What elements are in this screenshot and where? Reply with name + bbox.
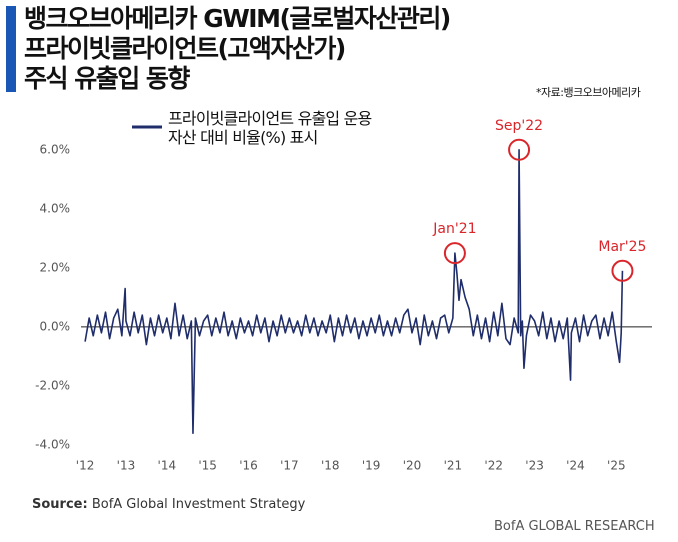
title-line: 프라이빗클라이언트(고액자산가) xyxy=(24,34,346,63)
title-line: 주식 유출입 동향 xyxy=(24,64,190,93)
source-text: BofA Global Investment Strategy xyxy=(91,497,306,512)
source-label: Source: xyxy=(32,497,88,512)
source: Source: BofA Global Investment Strategy xyxy=(32,497,305,512)
x-tick-label: '20 xyxy=(403,459,422,473)
annotation-circle xyxy=(508,138,531,161)
x-tick-label: '18 xyxy=(321,459,340,473)
x-tick-label: '25 xyxy=(607,459,626,473)
x-tick-label: '21 xyxy=(444,459,463,473)
x-tick-label: '16 xyxy=(239,459,258,473)
y-tick-label: -4.0% xyxy=(35,438,70,452)
y-tick-label: 4.0% xyxy=(40,201,71,215)
x-tick-label: '12 xyxy=(76,459,95,473)
x-tick-label: '24 xyxy=(566,459,585,473)
annotation-label: Sep'22 xyxy=(495,118,543,134)
x-tick-label: '19 xyxy=(362,459,381,473)
x-tick-label: '15 xyxy=(198,459,217,473)
x-tick-label: '14 xyxy=(158,459,177,473)
y-tick-label: -2.0% xyxy=(35,378,70,392)
x-tick-label: '23 xyxy=(525,459,544,473)
note: *자료:뱅크오브아메리카 xyxy=(536,86,641,99)
title-bar xyxy=(6,6,16,92)
annotation-label: Mar'25 xyxy=(598,239,646,255)
y-tick-label: 0.0% xyxy=(40,319,71,333)
title-line: 뱅크오브아메리카 GWIM(글로벌자산관리) xyxy=(24,4,451,33)
annotation-circle xyxy=(443,242,466,265)
annotation-label: Jan'21 xyxy=(432,221,476,237)
x-tick-label: '22 xyxy=(484,459,503,473)
y-tick-label: 2.0% xyxy=(40,260,71,274)
legend-label: 프라이빗클라이언트 유출입 운용자산 대비 비율(%) 표시 xyxy=(168,109,372,147)
x-tick-label: '13 xyxy=(117,459,136,473)
y-tick-label: 6.0% xyxy=(40,142,71,156)
annotation-circle xyxy=(611,259,634,282)
series-line xyxy=(84,148,624,434)
footer: BofA GLOBAL RESEARCH xyxy=(494,519,655,534)
x-tick-label: '17 xyxy=(280,459,299,473)
